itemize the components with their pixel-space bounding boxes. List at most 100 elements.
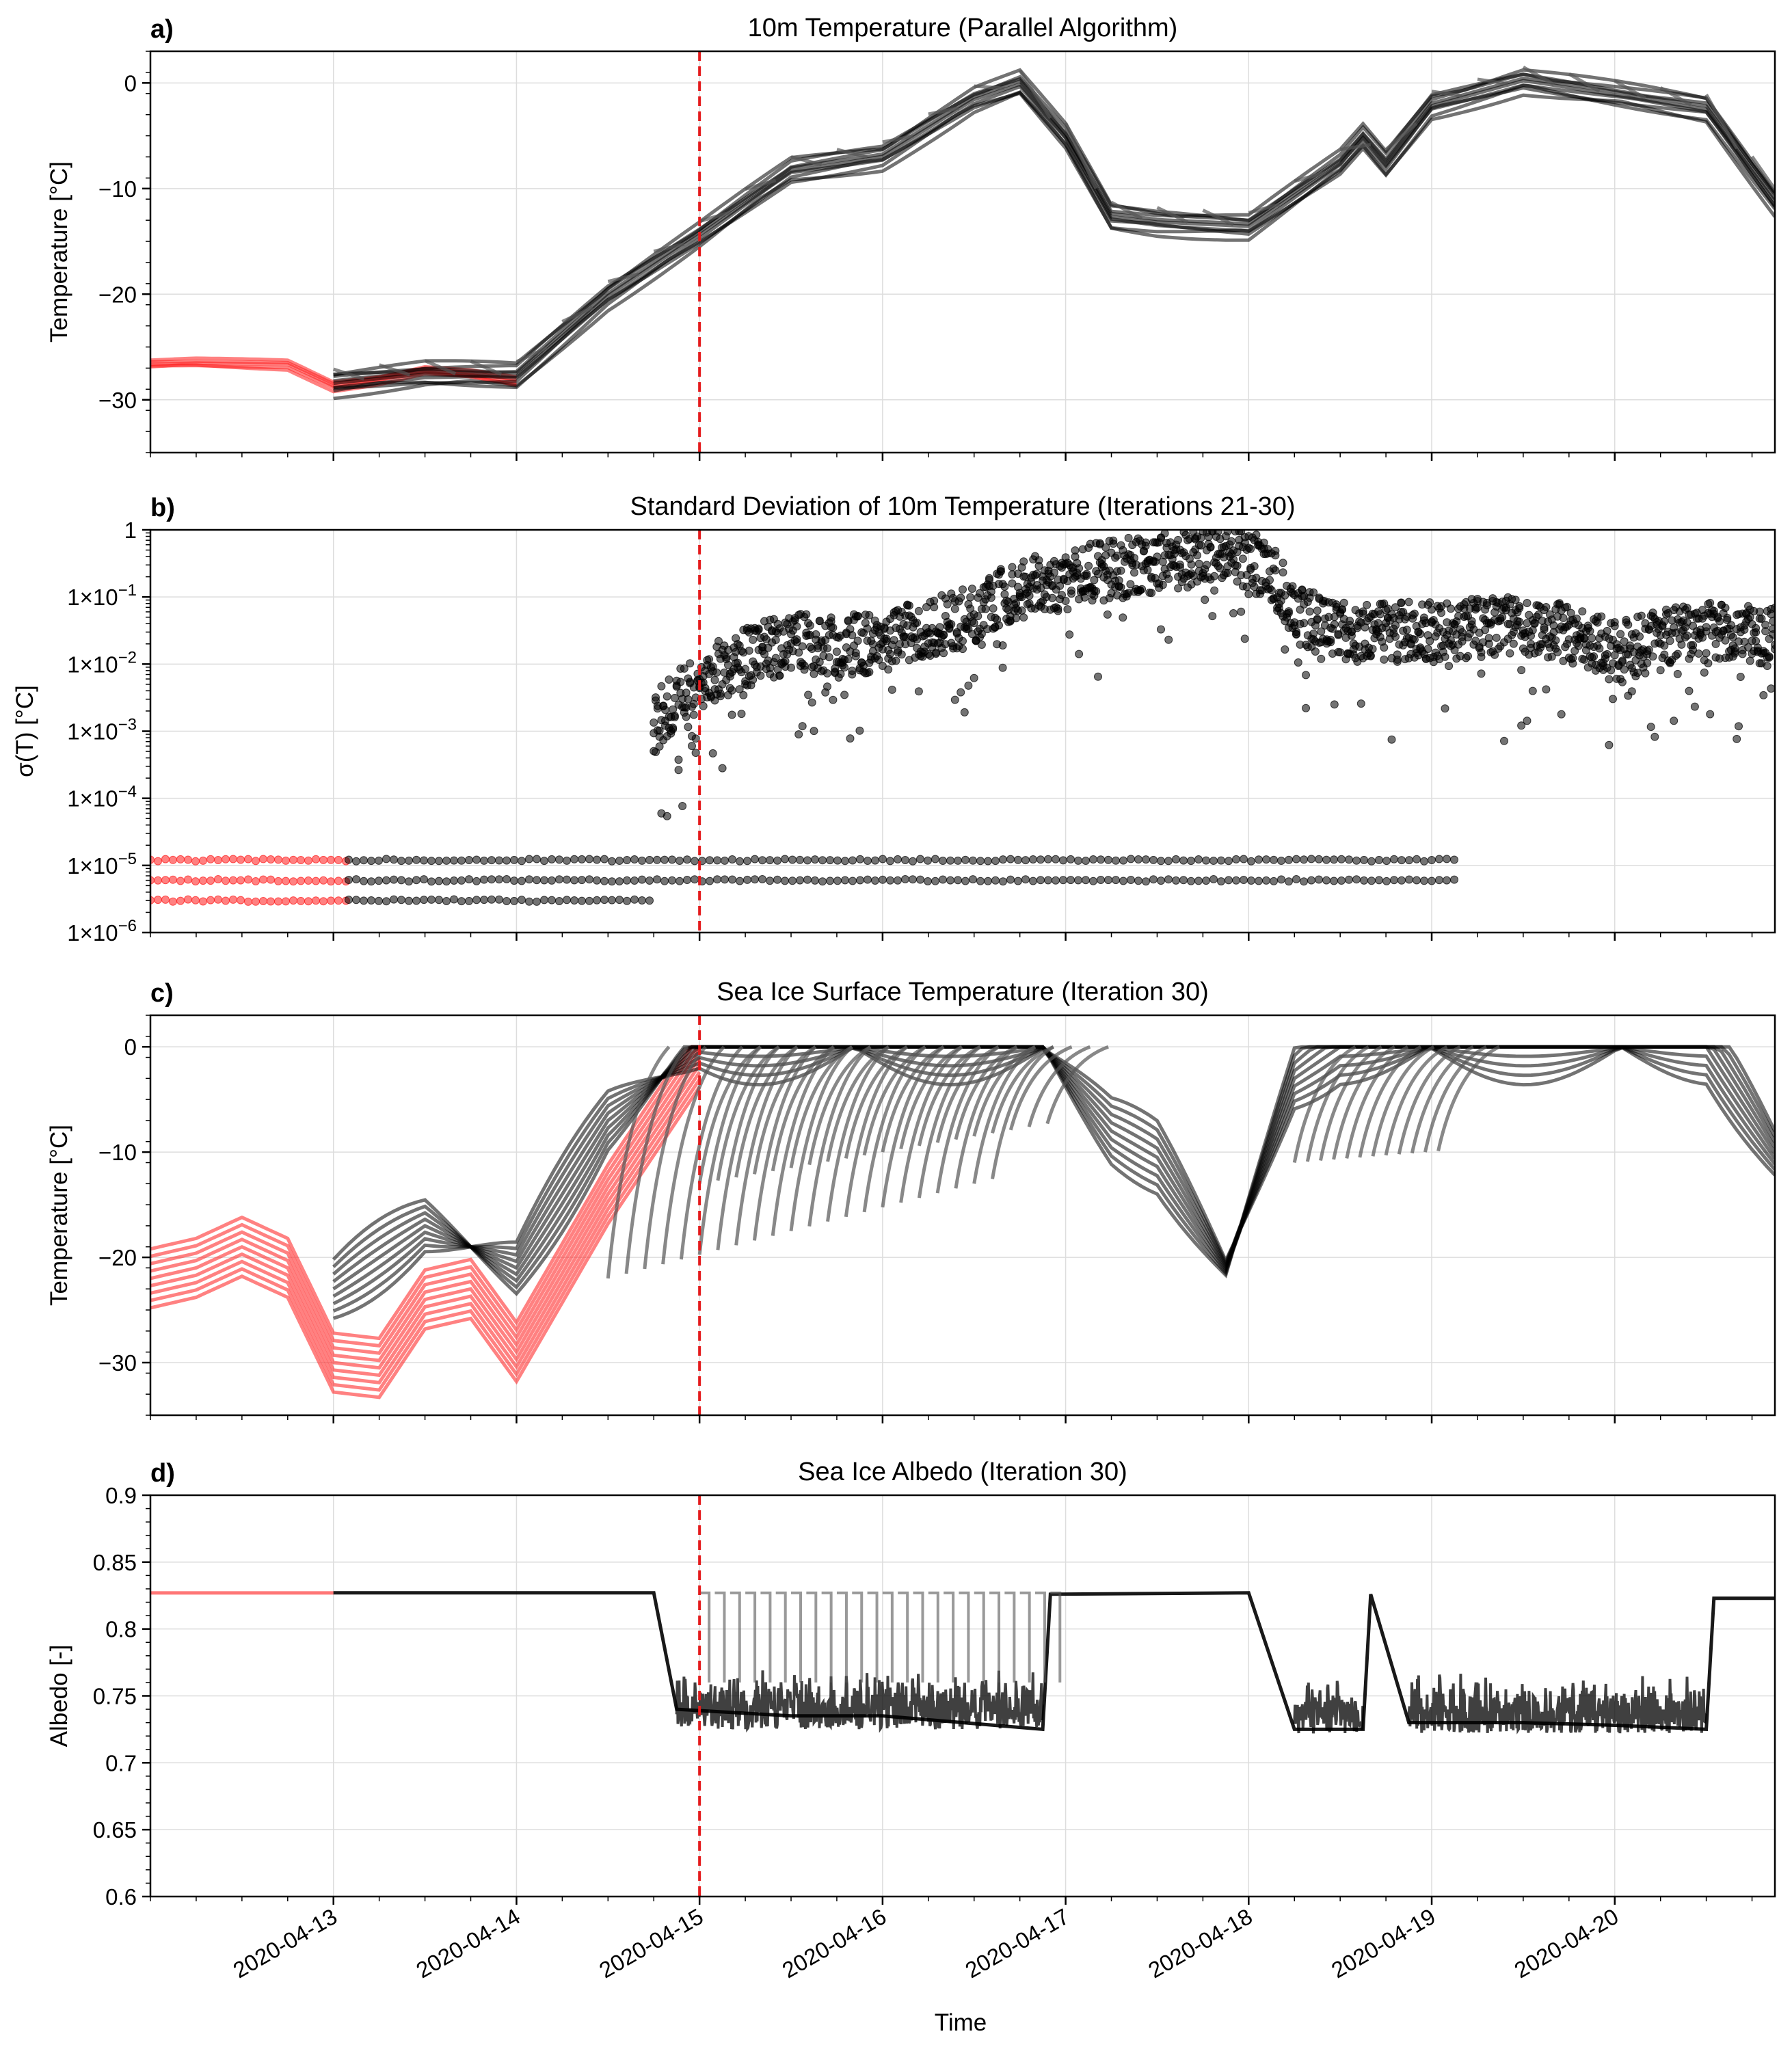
scatter-point bbox=[976, 876, 985, 885]
scatter-point bbox=[503, 897, 511, 905]
plot-area bbox=[150, 1045, 1775, 1400]
scatter-point bbox=[1189, 572, 1198, 580]
scatter-point bbox=[1337, 855, 1346, 863]
scatter-point bbox=[1363, 600, 1372, 609]
scatter-point bbox=[1677, 640, 1686, 649]
scatter-point bbox=[1490, 650, 1499, 659]
scatter-point bbox=[1523, 717, 1532, 725]
scatter-point bbox=[668, 855, 676, 864]
scatter-point bbox=[161, 855, 170, 863]
scatter-point bbox=[1082, 857, 1090, 865]
scatter-point bbox=[600, 896, 609, 905]
scatter-point bbox=[660, 876, 669, 885]
spinup-series-line bbox=[150, 1049, 701, 1363]
scatter-point bbox=[645, 896, 654, 905]
scatter-point bbox=[1702, 649, 1711, 658]
scatter-point bbox=[674, 766, 683, 775]
scatter-point bbox=[1134, 876, 1142, 885]
scatter-point bbox=[570, 876, 578, 885]
scatter-point bbox=[259, 875, 267, 884]
scatter-point bbox=[375, 856, 383, 865]
y-axis: 0 −10 −20 −30 bbox=[98, 1015, 150, 1416]
spinup-series-line bbox=[150, 1086, 701, 1400]
panel-label: a) bbox=[150, 15, 174, 44]
scatter-point bbox=[1450, 875, 1458, 884]
restart-ramp bbox=[771, 1045, 835, 1236]
scatter-point bbox=[1084, 561, 1093, 570]
scatter-point bbox=[593, 855, 601, 864]
scatter-point bbox=[1586, 627, 1594, 635]
scatter-point bbox=[1683, 631, 1691, 640]
scatter-point bbox=[510, 876, 518, 885]
scatter-point bbox=[503, 856, 511, 865]
scatter-point bbox=[1065, 630, 1074, 639]
restart-segment bbox=[745, 178, 777, 191]
scatter-point bbox=[289, 896, 297, 905]
scatter-point bbox=[1271, 551, 1280, 560]
scatter-point bbox=[1147, 589, 1156, 598]
scatter-point bbox=[390, 875, 398, 884]
scatter-point bbox=[1517, 721, 1526, 730]
scatter-point bbox=[555, 875, 563, 884]
plot-area bbox=[150, 65, 1775, 401]
scatter-point bbox=[706, 856, 714, 865]
scatter-points bbox=[150, 530, 1775, 906]
scatter-point bbox=[1360, 855, 1368, 864]
scatter-point bbox=[829, 695, 838, 704]
spinup-series-line bbox=[150, 1045, 701, 1355]
scatter-point bbox=[964, 681, 973, 690]
scatter-point bbox=[563, 896, 571, 905]
scatter-point bbox=[788, 876, 797, 885]
spinup-series-line bbox=[150, 1071, 701, 1384]
scatter-point bbox=[457, 897, 466, 906]
y-tick-label: 1×10−6 bbox=[67, 917, 137, 946]
scatter-point bbox=[939, 875, 947, 884]
scatter-point bbox=[1208, 612, 1217, 621]
scatter-point bbox=[1292, 630, 1300, 639]
scatter-point bbox=[1141, 541, 1150, 550]
y-axis-label: Temperature [°C] bbox=[46, 161, 72, 343]
restart-ramp bbox=[881, 1045, 945, 1153]
plot-area bbox=[150, 530, 1775, 906]
scatter-point bbox=[638, 875, 646, 884]
scatter-point bbox=[957, 593, 965, 602]
scatter-point bbox=[1706, 710, 1715, 719]
scatter-point bbox=[427, 857, 436, 866]
restart-segment bbox=[790, 155, 823, 167]
scatter-point bbox=[465, 896, 473, 905]
scatter-point bbox=[909, 857, 917, 866]
axes-frame bbox=[149, 1014, 1776, 1417]
restart-drop bbox=[760, 1591, 772, 1683]
scatter-point bbox=[792, 622, 801, 631]
scatter-point bbox=[848, 670, 857, 679]
scatter-point bbox=[1530, 619, 1539, 628]
scatter-point bbox=[1694, 649, 1703, 658]
scatter-point bbox=[1413, 876, 1421, 885]
scatter-point bbox=[705, 655, 714, 664]
restart-drop bbox=[714, 1591, 726, 1683]
restart-segment bbox=[699, 211, 731, 224]
scatter-point bbox=[804, 691, 813, 699]
scatter-point bbox=[1426, 598, 1434, 607]
scatter-point bbox=[503, 875, 511, 883]
scatter-point bbox=[184, 895, 192, 904]
scatter-point bbox=[578, 896, 586, 905]
scatter-point bbox=[787, 663, 795, 672]
y-tick-label: −20 bbox=[98, 1245, 137, 1270]
scatter-point bbox=[1006, 855, 1015, 863]
restart-segment bbox=[974, 84, 1005, 90]
scatter-point bbox=[1143, 565, 1152, 574]
scatter-point bbox=[319, 855, 327, 864]
scatter-point bbox=[412, 876, 420, 885]
restart-ramp bbox=[1008, 1045, 1073, 1131]
scatter-point bbox=[1149, 855, 1158, 864]
y-axis-label: Albedo [-] bbox=[46, 1645, 72, 1747]
scatter-point bbox=[1755, 607, 1764, 616]
restart-ramp bbox=[972, 1045, 1036, 1137]
scatter-point bbox=[856, 876, 864, 885]
scatter-point bbox=[1723, 613, 1732, 622]
scatter-point bbox=[1104, 876, 1112, 885]
scatter-point bbox=[758, 856, 766, 865]
scatter-point bbox=[699, 701, 708, 710]
scatter-point bbox=[229, 895, 237, 904]
